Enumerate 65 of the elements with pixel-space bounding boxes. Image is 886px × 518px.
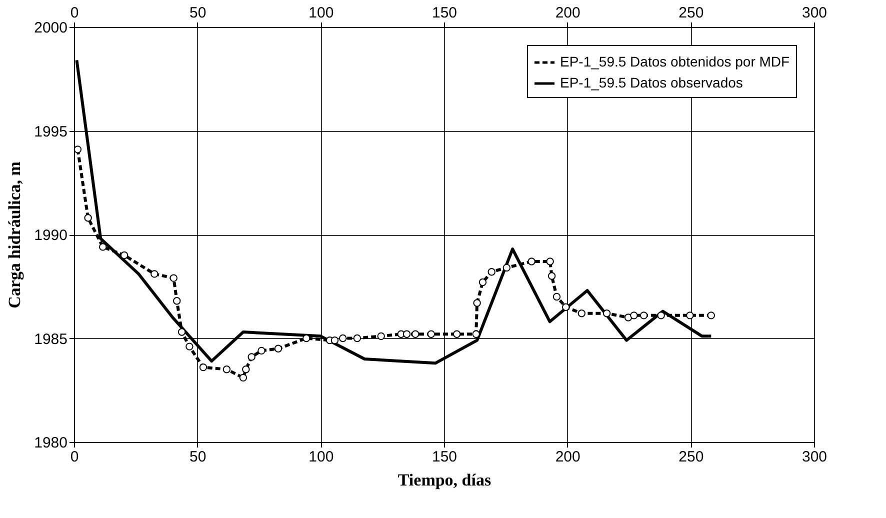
point — [686, 312, 694, 320]
x-tick-label: 250 — [678, 448, 704, 466]
x-tick-label: 100 — [308, 448, 334, 466]
point — [402, 330, 411, 338]
point — [173, 297, 181, 305]
x2-tick-label: 100 — [308, 4, 334, 22]
point — [150, 270, 158, 278]
point — [178, 328, 186, 336]
point — [657, 312, 665, 320]
x2-tick-label: 150 — [432, 4, 458, 22]
legend-label: EP-1_59.5 Datos observados — [560, 74, 743, 90]
x2-tick-label: 300 — [802, 4, 828, 22]
y-tick-label: 1990 — [34, 227, 68, 244]
x2-tick-label: 250 — [678, 4, 704, 22]
point — [248, 353, 256, 361]
point — [199, 363, 208, 372]
point — [74, 146, 82, 154]
point — [330, 336, 339, 344]
point — [528, 258, 536, 266]
x-tick-label: 150 — [432, 448, 458, 466]
y-tick-label: 1985 — [34, 330, 68, 348]
x2-tick-label: 0 — [70, 4, 79, 22]
point — [242, 366, 250, 374]
point — [578, 310, 586, 318]
point — [302, 334, 310, 342]
x-tick-label: 200 — [555, 448, 580, 466]
point — [186, 342, 194, 350]
point — [552, 292, 561, 301]
point — [170, 274, 178, 282]
point — [339, 334, 347, 342]
point — [707, 312, 715, 320]
point — [562, 303, 570, 311]
point — [630, 312, 638, 320]
point — [412, 330, 420, 338]
point — [472, 330, 480, 338]
y-tick-label: 1980 — [34, 434, 68, 452]
x2-tick-label: 50 — [189, 4, 206, 22]
point — [353, 334, 362, 342]
point — [99, 243, 107, 251]
point — [120, 251, 128, 260]
point — [427, 330, 436, 338]
point — [502, 264, 511, 272]
legend-label: EP-1_59.5 Datos obtenidos por MDF — [560, 54, 790, 70]
x2-tick-label: 200 — [555, 4, 580, 22]
x-axis-title: Tiempo, días — [398, 470, 492, 490]
y-tick-label: 1995 — [34, 123, 68, 140]
point — [640, 312, 648, 320]
point — [602, 310, 611, 318]
point — [239, 374, 248, 382]
point — [546, 258, 554, 266]
point — [84, 214, 92, 222]
x-tick-label: 50 — [189, 448, 206, 466]
point — [548, 272, 556, 280]
point — [258, 346, 266, 355]
x-tick-label: 300 — [802, 448, 828, 466]
x-tick-label: 0 — [70, 448, 79, 466]
point — [452, 330, 461, 338]
point — [377, 332, 385, 340]
point — [274, 344, 282, 352]
point — [473, 299, 481, 307]
point — [478, 278, 487, 286]
y-tick-label: 2000 — [34, 20, 68, 36]
point — [488, 268, 496, 276]
y-axis-title: Carga hidráulica, m — [5, 162, 24, 308]
point — [222, 366, 231, 374]
